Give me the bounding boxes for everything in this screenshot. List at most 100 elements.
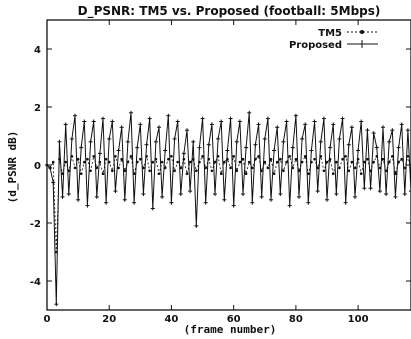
point-proposed [337,136,342,141]
point-proposed [57,139,62,144]
point-tm5 [111,169,114,173]
point-tm5 [279,157,282,161]
y-tick-label: -4 [30,277,41,288]
point-proposed [153,139,158,144]
point-tm5 [142,166,145,170]
point-tm5 [294,157,298,161]
point-tm5 [288,155,291,158]
point-proposed [359,119,364,124]
point-proposed [340,116,345,121]
y-tick-label: 0 [34,161,41,172]
y-tick-label: -2 [30,219,41,230]
point-proposed [54,302,59,307]
point-proposed [284,119,289,124]
point-proposed [387,139,392,144]
chart-title: D_PSNR: TM5 vs. Proposed (football: 5Mbp… [78,4,381,19]
point-proposed [110,119,115,124]
point-proposed [48,165,53,170]
point-proposed [163,148,168,153]
point-proposed [203,200,208,205]
point-tm5 [185,172,189,175]
point-tm5 [176,160,179,164]
point-tm5 [76,157,80,161]
x-tick-label: 80 [289,314,303,325]
point-tm5 [101,172,105,175]
point-proposed [396,145,401,150]
point-tm5 [257,155,260,158]
point-tm5 [232,155,235,158]
point-tm5 [219,172,223,175]
point-tm5 [341,157,344,161]
point-tm5 [201,155,204,158]
point-tm5 [117,166,120,170]
point-proposed [194,223,199,228]
point-proposed [287,203,292,208]
point-proposed [185,128,189,133]
point-proposed [135,145,140,150]
point-proposed [213,192,217,196]
point-proposed [141,192,146,196]
point-proposed [101,116,105,121]
point-tm5 [83,160,86,164]
point-tm5 [213,160,217,164]
point-proposed [191,139,196,144]
point-proposed [119,125,124,130]
point-tm5 [167,157,170,161]
point-proposed [172,136,177,141]
point-proposed [275,125,280,130]
point-proposed [209,122,214,127]
point-proposed [222,197,227,202]
point-proposed [365,128,370,133]
point-tm5 [300,160,304,164]
point-tm5 [244,172,248,175]
point-tm5 [64,160,67,164]
point-proposed [269,197,273,202]
point-tm5 [266,166,270,170]
point-tm5 [272,172,276,175]
point-tm5 [353,166,357,170]
point-proposed [76,197,81,202]
point-proposed [244,145,249,150]
point-tm5 [313,157,316,161]
point-tm5 [381,157,385,161]
point-proposed [157,125,161,130]
point-tm5 [400,157,403,161]
x-axis-label: (frame number) [184,323,277,336]
point-tm5 [92,155,95,158]
point-proposed [188,189,193,194]
point-tm5 [79,172,83,175]
point-proposed [377,189,382,194]
point-proposed [384,192,389,196]
point-proposed [147,116,152,121]
point-tm5 [366,157,369,161]
point-proposed [175,119,180,124]
x-tick-label: 40 [164,314,178,325]
point-proposed [371,131,376,136]
point-tm5 [344,155,347,158]
point-proposed [66,192,71,196]
point-proposed [247,110,252,115]
point-proposed [150,206,155,211]
point-proposed [241,192,245,196]
point-tm5 [363,160,366,164]
point-proposed [250,200,255,205]
point-tm5 [325,160,329,164]
y-axis-label: (d_PSNR dB) [6,131,19,204]
point-proposed [113,189,118,194]
point-tm5 [195,169,198,173]
point-proposed [231,203,236,208]
point-proposed [138,122,143,127]
point-proposed [197,145,202,150]
point-proposed [51,180,56,185]
point-tm5 [139,157,142,161]
point-proposed [91,119,96,124]
point-proposed [160,194,165,199]
y-tick-label: 2 [34,103,41,114]
legend-marker-tm5 [360,30,364,34]
point-tm5 [51,160,55,164]
point-proposed [206,142,211,147]
point-tm5 [235,169,239,173]
point-tm5 [157,172,161,175]
x-tick-label: 20 [102,314,116,325]
series-line-tm5 [46,155,411,253]
